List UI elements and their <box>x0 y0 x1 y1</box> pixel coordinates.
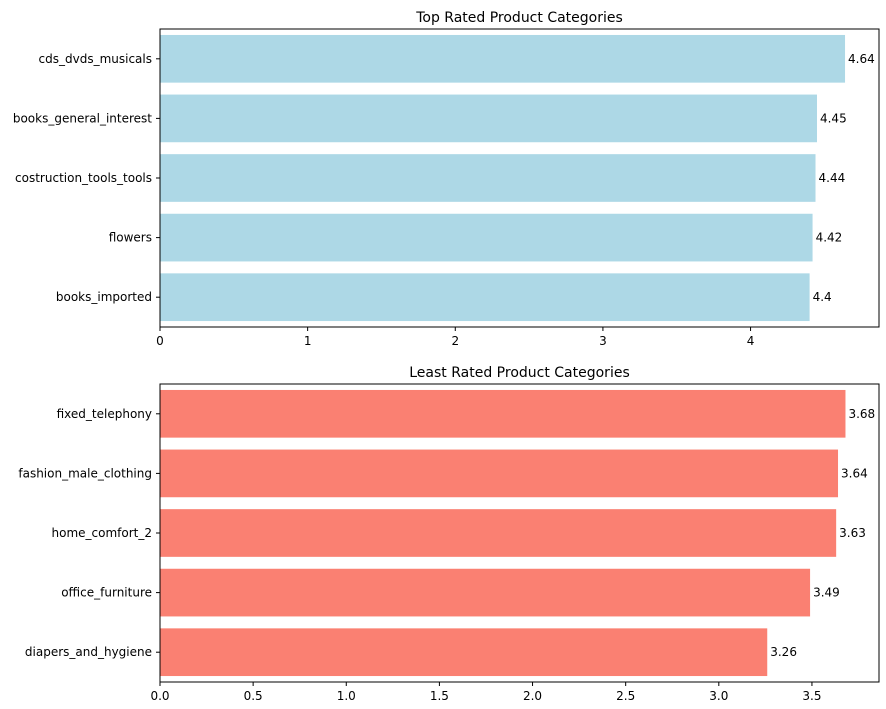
top-bar-2 <box>160 154 816 202</box>
top-value-label-3: 4.42 <box>816 231 843 245</box>
top-category-label-3: flowers <box>109 231 152 245</box>
top-category-label-4: books_imported <box>56 290 152 304</box>
least-bar-4 <box>160 628 768 677</box>
top-value-label-2: 4.44 <box>819 171 846 185</box>
top-value-label-0: 4.64 <box>848 52 875 66</box>
least-value-label-2: 3.63 <box>839 526 866 540</box>
top-category-label-2: costruction_tools_tools <box>15 171 152 185</box>
least-axes-frame <box>159 383 880 683</box>
least-bar-3 <box>160 568 811 617</box>
top-xtick-label-1: 1 <box>304 334 312 348</box>
least-xtick-label-2: 1.0 <box>337 689 356 703</box>
least-bar-2 <box>160 509 837 557</box>
top-xtick-label-2: 2 <box>451 334 459 348</box>
top-category-label-0: cds_dvds_musicals <box>39 52 152 66</box>
least-rated-chart: Least Rated Product Categories fixed_tele… <box>18 365 880 703</box>
top-bar-1 <box>160 94 817 143</box>
top-xtick-label-0: 0 <box>156 334 164 348</box>
least-category-label-4: diapers_and_hygiene <box>25 645 152 659</box>
top-rated-chart: Top Rated Product Categories cds_dvds_mus… <box>13 10 880 348</box>
top-xtick-label-3: 3 <box>599 334 607 348</box>
top-bar-3 <box>160 213 813 262</box>
least-value-label-3: 3.49 <box>813 586 840 600</box>
least-bar-0 <box>160 389 846 438</box>
top-value-label-1: 4.45 <box>820 111 847 125</box>
least-chart-title: Least Rated Product Categories <box>409 365 630 381</box>
least-value-label-4: 3.26 <box>770 645 797 659</box>
top-axes-frame <box>159 28 880 328</box>
least-xtick-label-4: 2.0 <box>523 689 542 703</box>
least-category-label-2: home_comfort_2 <box>52 526 153 540</box>
top-category-label-1: books_general_interest <box>13 111 152 125</box>
least-xtick-label-6: 3.0 <box>709 689 728 703</box>
least-category-label-1: fashion_male_clothing <box>18 466 152 480</box>
top-chart-title: Top Rated Product Categories <box>415 10 623 26</box>
top-bar-0 <box>160 34 846 83</box>
top-bar-4 <box>160 273 810 322</box>
least-xtick-label-1: 0.5 <box>244 689 263 703</box>
least-xtick-label-5: 2.5 <box>616 689 635 703</box>
least-value-label-0: 3.68 <box>848 407 875 421</box>
least-category-label-0: fixed_telephony <box>57 407 152 421</box>
top-xtick-label-4: 4 <box>747 334 755 348</box>
least-value-label-1: 3.64 <box>841 466 868 480</box>
top-value-label-4: 4.4 <box>813 290 832 304</box>
least-xtick-label-7: 3.5 <box>802 689 821 703</box>
least-bar-1 <box>160 449 839 498</box>
least-xtick-label-0: 0.0 <box>150 689 169 703</box>
least-xtick-label-3: 1.5 <box>430 689 449 703</box>
least-category-label-3: office_furniture <box>61 586 152 600</box>
